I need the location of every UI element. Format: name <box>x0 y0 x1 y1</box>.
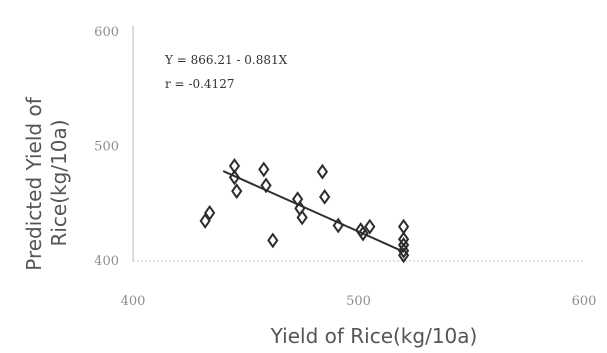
data-point-21 <box>397 242 410 259</box>
regression-line <box>222 170 405 253</box>
data-point-7 <box>260 177 272 194</box>
data-point-5 <box>231 183 243 200</box>
data-point-11 <box>296 209 308 226</box>
data-point-16 <box>357 225 369 242</box>
data-point-6 <box>258 161 270 178</box>
data-point-12 <box>316 163 329 180</box>
y-axis-title-line-2: Rice(kg/10a) <box>47 119 71 246</box>
correlation-label: r = -0.4127 <box>165 77 234 91</box>
x-tick-label: 500 <box>346 294 371 309</box>
data-point-4 <box>228 169 241 186</box>
data-point-17 <box>364 218 376 235</box>
data-point-1 <box>199 212 211 229</box>
x-axis-title: Yield of Rice(kg/10a) <box>270 324 478 348</box>
data-point-20 <box>397 237 410 253</box>
y-axis-title-line-1: Predicted Yield of <box>22 96 46 270</box>
data-point-18 <box>397 218 410 235</box>
y-tick-label: 500 <box>94 140 119 155</box>
data-point-8 <box>267 232 279 249</box>
data-point-2 <box>204 204 216 221</box>
equation-label: Y = 866.21 - 0.881X <box>164 53 288 67</box>
x-tick-label: 600 <box>572 294 597 309</box>
y-tick-label: 600 <box>94 25 119 40</box>
data-point-14 <box>332 217 344 234</box>
data-point-13 <box>319 188 331 205</box>
x-tick-label: 400 <box>121 294 146 309</box>
y-tick-label: 400 <box>94 254 119 269</box>
data-point-22 <box>397 247 410 264</box>
